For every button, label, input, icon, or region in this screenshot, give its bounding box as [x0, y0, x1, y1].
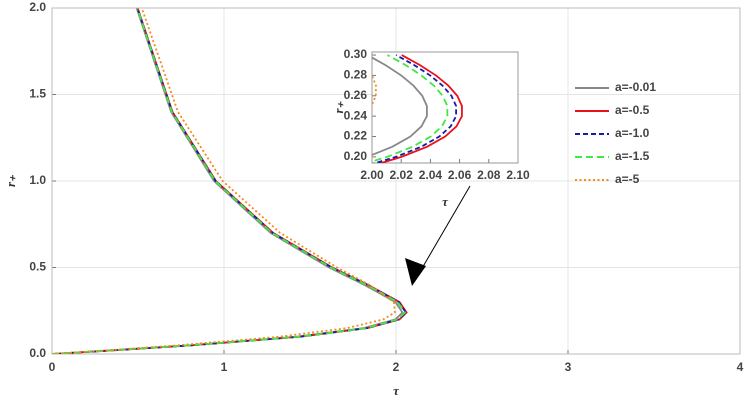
- x-tick-label: 2.00: [360, 168, 384, 182]
- series-line: [52, 8, 408, 354]
- series-line: [378, 54, 463, 163]
- legend-label: a=-1.5: [615, 149, 650, 163]
- y-tick-label: 1.5: [29, 87, 46, 101]
- arrow-head: [405, 258, 426, 286]
- y-tick-label: 0.26: [344, 88, 368, 102]
- x-tick-label: 2.08: [477, 168, 501, 182]
- legend-label: a=-5: [615, 172, 640, 186]
- plot-frame: [51, 7, 741, 355]
- x-axis-label: τ: [442, 194, 449, 209]
- x-axis-label: τ: [393, 383, 400, 398]
- legend-label: a=-0.5: [615, 103, 650, 117]
- legend-label: a=-1.0: [615, 126, 650, 140]
- y-tick-label: 0.20: [344, 149, 368, 163]
- x-tick-label: 0: [49, 360, 56, 374]
- x-tick-label: 4: [737, 360, 744, 374]
- plot-frame: [371, 51, 519, 164]
- series-line: [52, 8, 396, 354]
- y-tick-label: 0.0: [29, 346, 46, 360]
- series-line: [372, 54, 449, 163]
- x-tick-label: 1: [221, 360, 228, 374]
- x-tick-label: 2.06: [448, 168, 472, 182]
- x-tick-label: 2.02: [390, 168, 414, 182]
- y-axis-label: r₊: [3, 175, 18, 187]
- y-axis-label: r₊: [331, 101, 346, 113]
- y-tick-label: 0.5: [29, 260, 46, 274]
- y-tick-label: 0.22: [344, 129, 368, 143]
- x-tick-label: 2: [393, 360, 400, 374]
- x-tick-label: 2.10: [506, 168, 530, 182]
- series-line: [372, 56, 428, 156]
- y-tick-label: 0.24: [344, 108, 368, 122]
- y-tick-label: 0.30: [344, 47, 368, 61]
- y-tick-label: 1.0: [29, 173, 46, 187]
- series-line: [372, 54, 457, 163]
- x-tick-label: 3: [565, 360, 572, 374]
- y-tick-label: 2.0: [29, 0, 46, 14]
- inset-plot: 2.00 2.02 2.04 2.06 2.08 2.10 0.20 0.22 0.24 0.26…: [331, 47, 530, 209]
- series-line: [52, 8, 407, 354]
- y-tick-label: 0.28: [344, 68, 368, 82]
- series-group: [52, 8, 408, 354]
- legend-label: a=-0.01: [615, 80, 656, 94]
- x-tick-label: 2.04: [419, 168, 443, 182]
- series-group: [372, 54, 463, 163]
- legend: a=-0.01 a=-0.5 a=-1.0 a=-1.5 a=-5: [575, 80, 656, 186]
- main-plot: 0 1 2 3 4 0.0 0.5 1.0 1.5 2.0 τ r₊: [3, 0, 744, 398]
